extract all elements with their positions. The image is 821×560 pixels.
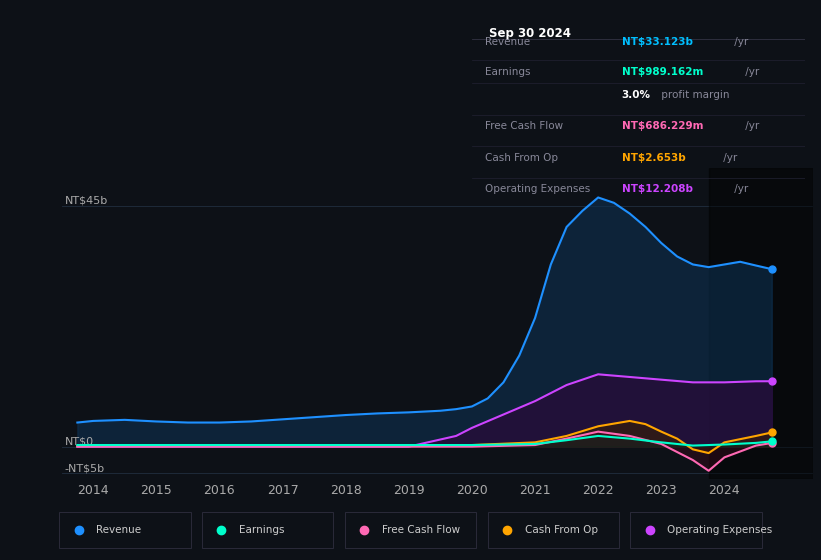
Text: /yr: /yr: [732, 184, 749, 194]
Text: profit margin: profit margin: [658, 90, 730, 100]
Text: NT$686.229m: NT$686.229m: [621, 122, 704, 132]
Text: NT$33.123b: NT$33.123b: [621, 38, 693, 48]
Text: Cash From Op: Cash From Op: [525, 525, 598, 535]
Text: Revenue: Revenue: [485, 38, 530, 48]
Text: /yr: /yr: [732, 38, 749, 48]
Text: NT$2.653b: NT$2.653b: [621, 153, 686, 163]
Text: NT$45b: NT$45b: [65, 195, 108, 206]
Text: Earnings: Earnings: [239, 525, 285, 535]
Text: Free Cash Flow: Free Cash Flow: [485, 122, 563, 132]
Text: Free Cash Flow: Free Cash Flow: [382, 525, 460, 535]
Text: /yr: /yr: [742, 67, 759, 77]
Text: Operating Expenses: Operating Expenses: [667, 525, 773, 535]
Text: NT$0: NT$0: [65, 437, 94, 447]
Text: NT$12.208b: NT$12.208b: [621, 184, 693, 194]
Text: Revenue: Revenue: [96, 525, 141, 535]
Text: Sep 30 2024: Sep 30 2024: [488, 27, 571, 40]
Text: /yr: /yr: [721, 153, 738, 163]
Text: Operating Expenses: Operating Expenses: [485, 184, 590, 194]
Text: -NT$5b: -NT$5b: [65, 464, 105, 473]
Text: /yr: /yr: [742, 122, 759, 132]
Bar: [709, 168, 813, 479]
Text: 3.0%: 3.0%: [621, 90, 651, 100]
Text: Earnings: Earnings: [485, 67, 531, 77]
Text: NT$989.162m: NT$989.162m: [621, 67, 703, 77]
Text: Cash From Op: Cash From Op: [485, 153, 558, 163]
